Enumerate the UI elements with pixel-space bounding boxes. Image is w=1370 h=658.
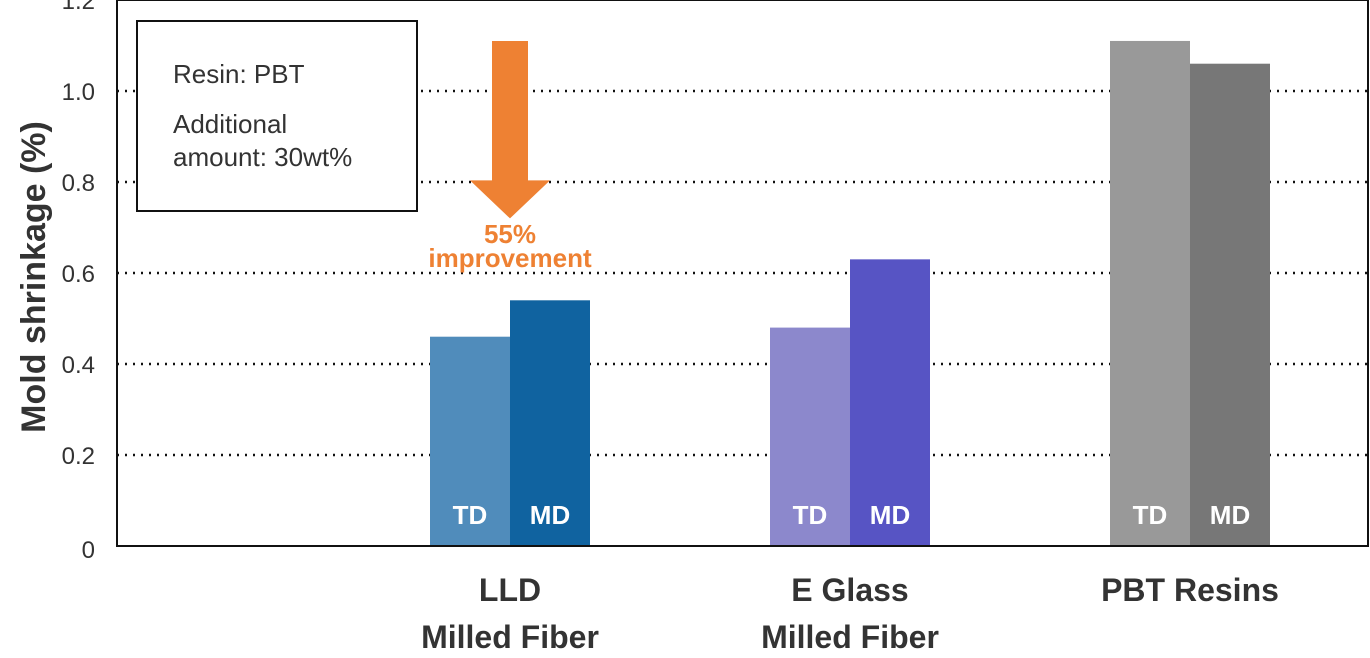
y-tick-label: 0.8 — [62, 170, 95, 197]
y-tick-label: 0.2 — [62, 443, 95, 470]
note-resin: Resin: PBT — [173, 59, 305, 89]
bar-label: TD — [1133, 500, 1168, 530]
bar-td — [1110, 40, 1190, 546]
category-label-line2: Milled Fiber — [761, 619, 939, 655]
bar-label: MD — [870, 500, 910, 530]
bar-label: MD — [530, 500, 570, 530]
callout-percent: 55% — [484, 219, 536, 249]
bar-md — [850, 259, 930, 546]
y-tick-label: 0.4 — [62, 352, 95, 379]
y-tick-label: 1.2 — [62, 0, 95, 15]
bar-label: MD — [1210, 500, 1250, 530]
y-tick-label: 0 — [82, 537, 95, 564]
bar-md — [1190, 63, 1270, 546]
y-axis-title: Mold shrinkage (%) — [15, 121, 53, 433]
note-box: Resin: PBT Additional amount: 30wt% — [136, 20, 418, 212]
note-additional: Additional — [173, 109, 287, 139]
bar-label: TD — [453, 500, 488, 530]
y-tick-label: 1.0 — [62, 79, 95, 106]
note-box-frame — [136, 20, 418, 212]
category-label: LLD — [479, 572, 541, 608]
bar-td — [430, 336, 510, 546]
bar-td — [770, 327, 850, 546]
callout-word: improvement — [428, 243, 592, 273]
category-label: E Glass — [791, 572, 908, 608]
down-arrow-icon — [470, 40, 550, 219]
y-tick-label: 0.6 — [62, 261, 95, 288]
category-label-line2: Milled Fiber — [421, 619, 599, 655]
category-labels: LLD Milled Fiber E Glass Milled Fiber PBT Re… — [421, 572, 1279, 655]
y-axis: 0 0.2 0.4 0.6 0.8 1.0 1.2 — [62, 0, 95, 564]
plot-frame — [116, 0, 1369, 547]
category-label: PBT Resins — [1101, 572, 1279, 608]
bar-label: TD — [793, 500, 828, 530]
note-amount: amount: 30wt% — [173, 142, 352, 172]
improvement-callout: 55% improvement — [428, 40, 592, 273]
bar-md — [510, 300, 590, 546]
bars: TD MD TD MD TD MD — [430, 40, 1270, 546]
